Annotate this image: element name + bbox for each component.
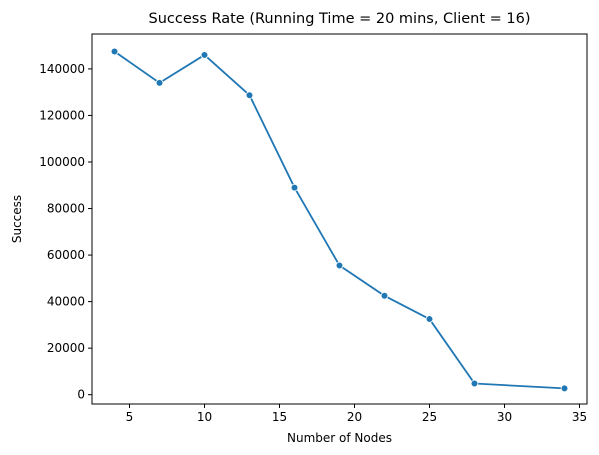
axes-frame	[91, 33, 588, 405]
data-point	[335, 261, 344, 270]
chart-title: Success Rate (Running Time = 20 mins, Cl…	[149, 11, 531, 27]
y-tick-label: 120000	[39, 108, 85, 122]
data-point	[290, 183, 299, 192]
data-point	[560, 384, 569, 393]
x-tick-label: 35	[572, 410, 587, 424]
y-tick-label: 80000	[47, 202, 85, 216]
plot-area	[110, 47, 569, 393]
x-tick-label: 20	[347, 410, 362, 424]
y-tick-label: 20000	[47, 341, 85, 355]
y-tick-label: 60000	[47, 248, 85, 262]
x-tick-label: 30	[497, 410, 512, 424]
data-point	[245, 91, 254, 99]
y-tick-label: 100000	[39, 155, 85, 169]
series-line	[113, 50, 565, 390]
data-point	[110, 47, 119, 56]
x-tick-label: 15	[272, 410, 287, 424]
data-point	[470, 379, 479, 388]
data-point	[155, 79, 164, 87]
data-point	[425, 315, 434, 323]
y-tick-label: 40000	[47, 295, 85, 309]
axes: 5 10 15 20 25 30 35 0 20000 40000 60000 80000 100000…	[39, 33, 588, 424]
y-tick-label: 0	[77, 388, 85, 402]
x-axis-label: Number of Nodes	[287, 431, 392, 445]
data-point	[200, 51, 209, 59]
x-tick-label: 25	[422, 410, 437, 424]
data-point	[380, 291, 389, 300]
y-tick-label: 140000	[39, 62, 85, 76]
x-tick-label: 10	[197, 410, 212, 424]
x-tick-label: 5	[126, 410, 134, 424]
y-axis-label: Success	[10, 195, 24, 243]
